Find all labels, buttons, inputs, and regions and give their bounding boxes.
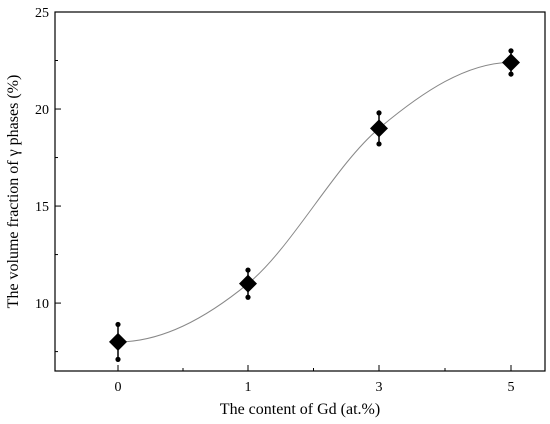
x-tick-label: 3 <box>376 380 383 395</box>
markers-layer <box>109 53 520 351</box>
x-axis-title: The content of Gd (at.%) <box>220 401 380 418</box>
y-tick-label: 25 <box>35 6 49 21</box>
error-bar-cap-low <box>376 141 382 147</box>
error-bar-cap-low <box>245 294 251 300</box>
data-point-diamond <box>239 274 257 293</box>
error-bar-cap-high <box>245 267 251 273</box>
data-point-diamond <box>502 53 520 72</box>
y-tick-label: 15 <box>35 200 49 215</box>
fit-curve-layer <box>117 61 512 343</box>
plot-area <box>54 11 546 372</box>
x-tick-label: 0 <box>115 380 122 395</box>
data-point-diamond <box>370 119 388 138</box>
x-tick-label: 1 <box>245 380 252 395</box>
error-bar-cap-high <box>508 48 514 54</box>
y-tick-label: 10 <box>35 297 49 312</box>
data-point-diamond <box>109 332 127 351</box>
error-bar-cap-low <box>115 356 121 362</box>
y-tick-label: 20 <box>35 103 49 118</box>
error-bar-cap-high <box>115 321 121 328</box>
y-axis-title: The volume fraction of γ phases (%) <box>5 75 22 309</box>
fit-curve <box>117 61 512 343</box>
error-bar-cap-high <box>376 110 382 116</box>
x-tick-label: 5 <box>508 380 515 395</box>
axis-ticks: 10 15 20 25 0 1 3 5 <box>35 6 515 395</box>
plot-border <box>54 11 546 372</box>
error-bar-cap-low <box>508 71 514 77</box>
